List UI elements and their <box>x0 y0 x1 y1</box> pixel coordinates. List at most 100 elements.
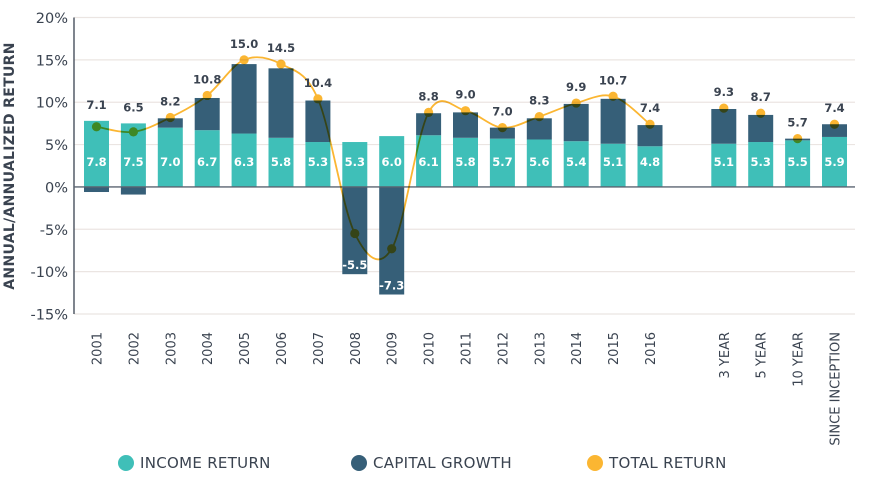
x-axis-category-label: 2013 <box>533 332 548 365</box>
income-return-bar <box>194 130 220 187</box>
income-return-label: 6.0 <box>382 155 402 169</box>
y-tick-label: 0% <box>45 180 68 196</box>
income-return-label: 6.1 <box>418 155 438 169</box>
total-return-point <box>829 119 840 129</box>
total-return-point <box>387 244 397 254</box>
total-return-label: 15.0 <box>230 37 258 51</box>
income-return-bar <box>342 142 368 187</box>
total-return-line-layer <box>91 55 840 261</box>
total-return-line <box>96 56 651 261</box>
y-tick-label: 15% <box>36 53 68 69</box>
capital-growth-bar <box>600 98 626 144</box>
total-return-point <box>239 55 249 65</box>
income-return-label: 5.6 <box>529 155 549 169</box>
income-return-label: 6.3 <box>234 155 254 169</box>
capital-growth-bar <box>453 112 478 138</box>
income-return-label: 5.3 <box>345 155 365 169</box>
y-tick-label: 5% <box>45 138 68 154</box>
x-axis-category-label: 2014 <box>570 332 585 365</box>
total-return-label: 9.3 <box>714 85 734 99</box>
total-return-point <box>350 228 360 239</box>
income-return-label: 7.8 <box>86 155 106 169</box>
x-axis-labels: 2001 2002 2003 2004 2005 2006 2007 2008 2009 2010… <box>91 332 844 446</box>
income-return-bar <box>822 136 847 187</box>
y-tick-label: -5% <box>40 223 68 239</box>
capital-growth-bar <box>231 64 257 134</box>
income-return-bar <box>305 142 331 187</box>
total-return-label: 7.4 <box>640 101 660 115</box>
total-return-point <box>497 123 507 133</box>
x-axis-category-label: 2009 <box>386 332 401 365</box>
total-return-label: 8.8 <box>418 89 438 103</box>
total-return-label: 10.7 <box>599 73 627 87</box>
income-return-label: 5.7 <box>492 155 512 169</box>
total-return-label: 9.9 <box>566 80 586 94</box>
y-tick-label: -10% <box>31 265 68 281</box>
bars <box>84 64 847 295</box>
x-axis-category-label: 2005 <box>238 332 253 365</box>
legend: INCOME RETURN CAPITAL GROWTH TOTAL RETUR… <box>0 454 870 478</box>
x-axis-category-label: 2008 <box>349 332 364 365</box>
income-return-bar <box>416 135 442 187</box>
capital-growth-bar <box>748 114 774 143</box>
income-return-label: 6.7 <box>197 155 217 169</box>
y-axis-label: ANNUAL/ANNUALIZED RETURN <box>2 42 18 289</box>
income-return-bar <box>268 137 294 187</box>
x-axis-category-label: 2001 <box>91 332 106 365</box>
income-return-label: 5.8 <box>455 155 475 169</box>
income-return-label: 5.3 <box>751 155 771 169</box>
income-return-bar <box>489 138 515 187</box>
data-labels: 7.1 7.8 6.5 7.5 8.2 7.0 10.8 6.7 15.0 6.3 14.5 5.8 1… <box>86 37 844 293</box>
x-axis-category-label: SINCE INCEPTION <box>829 332 844 446</box>
capital-growth-bar <box>120 186 146 195</box>
total-return-label: 9.0 <box>455 88 475 102</box>
x-axis-category-label: 2012 <box>496 332 511 365</box>
legend-item-income-return: INCOME RETURN <box>118 454 271 472</box>
total-return-label: 10.8 <box>193 72 221 86</box>
y-tick-label: -15% <box>31 308 68 324</box>
income-return-label: 5.5 <box>787 155 807 169</box>
capital-growth-bar <box>157 118 183 128</box>
income-return-label: 5.8 <box>271 155 291 169</box>
capital-growth-bar <box>194 97 220 131</box>
income-return-label: 4.8 <box>640 155 660 169</box>
total-return-point <box>128 127 138 137</box>
capital-growth-bar <box>489 127 515 139</box>
income-return-bar <box>231 133 257 187</box>
income-return-bar <box>748 142 774 187</box>
income-return-bar <box>453 137 478 187</box>
income-return-bar <box>711 143 737 187</box>
y-tick-label: 10% <box>36 96 68 112</box>
x-axis-category-label: 2002 <box>127 332 142 365</box>
total-return-label: 10.4 <box>304 76 332 90</box>
total-return-label: 7.4 <box>824 101 844 115</box>
capital-growth-bar <box>711 108 737 144</box>
total-return-label: -7.3 <box>379 279 404 293</box>
legend-label: CAPITAL GROWTH <box>373 454 512 472</box>
legend-label: TOTAL RETURN <box>609 454 727 472</box>
capital-growth-bar <box>379 186 405 295</box>
legend-item-capital-growth: CAPITAL GROWTH <box>351 454 512 472</box>
income-return-label: 5.1 <box>603 155 623 169</box>
total-return-label: 7.1 <box>86 98 106 112</box>
legend-item-total-return: TOTAL RETURN <box>587 454 727 472</box>
income-return-label: 5.3 <box>308 155 328 169</box>
x-axis-category-label: 2010 <box>423 332 438 365</box>
x-axis-category-label: 2011 <box>460 332 475 365</box>
capital-growth-bar <box>84 186 109 193</box>
income-return-bar <box>785 140 811 187</box>
total-return-point <box>793 134 803 144</box>
y-tick-label: 20% <box>36 11 68 27</box>
total-return-point <box>460 106 471 116</box>
x-axis-category-label: 2004 <box>201 332 216 365</box>
income-return-label: 7.5 <box>123 155 143 169</box>
total-return-label: -5.5 <box>342 258 367 272</box>
total-return-label: 14.5 <box>267 41 295 55</box>
total-return-label: 8.3 <box>529 94 549 108</box>
x-axis-category-label: 10 YEAR <box>792 332 807 387</box>
total-return-point <box>165 112 175 123</box>
capital-growth-swatch-icon <box>351 455 367 471</box>
income-return-bar <box>637 146 663 187</box>
income-return-label: 5.9 <box>824 155 844 169</box>
